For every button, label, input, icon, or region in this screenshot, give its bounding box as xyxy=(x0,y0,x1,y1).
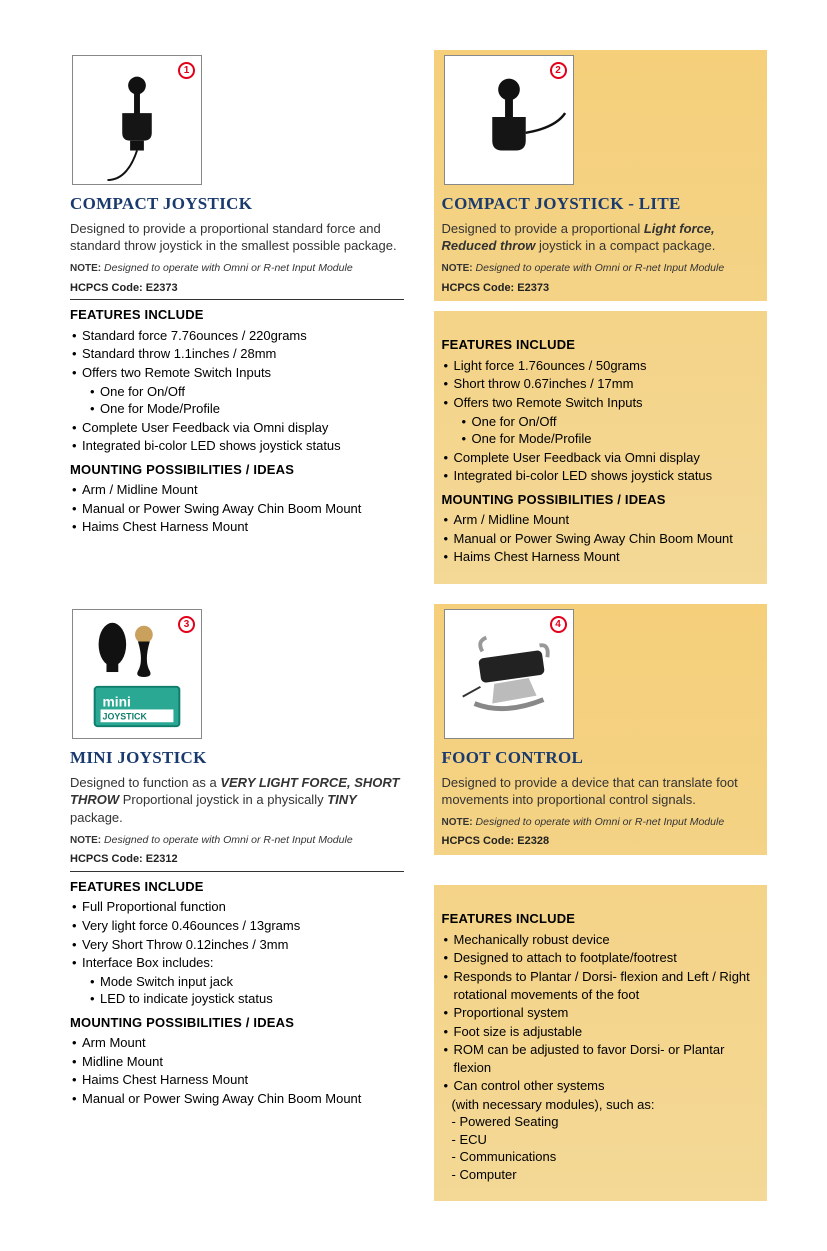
feature-item: ROM can be adjusted to favor Dorsi- or P… xyxy=(444,1041,758,1076)
mounting-heading: MOUNTING POSSIBILITIES / IDEAS xyxy=(70,1014,404,1032)
product-title: FOOT CONTROL xyxy=(442,747,758,770)
annotation-badge: 2 xyxy=(550,62,567,79)
feature-item: Can control other systems xyxy=(444,1077,758,1095)
hcpcs-code: HCPCS Code: E2373 xyxy=(70,281,404,296)
product-card-compact-joystick-lite: 2 COMPACT JOYSTICK - LITE Designed to pr… xyxy=(434,50,768,584)
features-list: Standard force 7.76ounces / 220grams Sta… xyxy=(70,327,404,455)
mount-item: Midline Mount xyxy=(72,1053,404,1071)
mounting-list: Arm / Midline Mount Manual or Power Swin… xyxy=(442,511,758,566)
hcpcs-code: HCPCS Code: E2328 xyxy=(442,834,758,849)
mount-item: Haims Chest Harness Mount xyxy=(72,1071,404,1089)
annotation-badge: 3 xyxy=(178,616,195,633)
product-title: COMPACT JOYSTICK xyxy=(70,193,404,216)
product-note: NOTE: Designed to operate with Omni or R… xyxy=(70,833,404,848)
svg-text:mini: mini xyxy=(103,694,131,709)
mount-item: Arm Mount xyxy=(72,1034,404,1052)
mounting-heading: MOUNTING POSSIBILITIES / IDEAS xyxy=(70,461,404,479)
feature-item: Integrated bi-color LED shows joystick s… xyxy=(72,437,404,455)
section-gap xyxy=(434,855,768,885)
feature-subitem: Mode Switch input jack xyxy=(90,973,404,991)
product-title: COMPACT JOYSTICK - LITE xyxy=(442,193,758,216)
feature-item: Light force 1.76ounces / 50grams xyxy=(444,357,758,375)
mount-item: Haims Chest Harness Mount xyxy=(72,518,404,536)
feature-item: Short throw 0.67inches / 17mm xyxy=(444,375,758,393)
feature-subitem: One for Mode/Profile xyxy=(90,400,404,418)
feature-subitem: One for Mode/Profile xyxy=(462,430,758,448)
feature-item: Mechanically robust device xyxy=(444,931,758,949)
divider xyxy=(70,871,404,872)
feature-subitem: LED to indicate joystick status xyxy=(90,990,404,1008)
feature-dashitem: ECU xyxy=(452,1131,758,1149)
feature-item: Proportional system xyxy=(444,1004,758,1022)
features-list: Light force 1.76ounces / 50grams Short t… xyxy=(442,357,758,485)
product-description: Designed to provide a proportional stand… xyxy=(70,220,404,255)
mount-item: Arm / Midline Mount xyxy=(72,481,404,499)
features-list: Full Proportional function Very light fo… xyxy=(70,898,404,1007)
feature-subitem: One for On/Off xyxy=(90,383,404,401)
product-title: MINI JOYSTICK xyxy=(70,747,404,770)
mount-item: Manual or Power Swing Away Chin Boom Mou… xyxy=(72,1090,404,1108)
feature-item: Complete User Feedback via Omni display xyxy=(72,419,404,437)
feature-item: Integrated bi-color LED shows joystick s… xyxy=(444,467,758,485)
feature-dashitem: Computer xyxy=(452,1166,758,1184)
feature-item: Responds to Plantar / Dorsi- flexion and… xyxy=(444,968,758,1003)
section-gap xyxy=(434,301,768,311)
mount-item: Manual or Power Swing Away Chin Boom Mou… xyxy=(72,500,404,518)
product-card-foot-control: 4 FOOT CONTROL Designed to provide a dev… xyxy=(434,604,768,1201)
feature-item: Standard force 7.76ounces / 220grams xyxy=(72,327,404,345)
product-note: NOTE: Designed to operate with Omni or R… xyxy=(442,261,758,276)
feature-item: Very light force 0.46ounces / 13grams xyxy=(72,917,404,935)
hcpcs-code: HCPCS Code: E2373 xyxy=(442,281,758,296)
mount-item: Haims Chest Harness Mount xyxy=(444,548,758,566)
features-heading: FEATURES INCLUDE xyxy=(442,336,758,354)
product-grid: 1 COMPACT JOYSTICK Designed to provide a… xyxy=(70,50,767,1201)
features-sublist: One for On/Off One for Mode/Profile xyxy=(444,413,758,448)
feature-item: Foot size is adjustable xyxy=(444,1023,758,1041)
product-card-compact-joystick: 1 COMPACT JOYSTICK Designed to provide a… xyxy=(70,50,404,584)
annotation-badge: 1 xyxy=(178,62,195,79)
features-heading: FEATURES INCLUDE xyxy=(70,878,404,896)
product-description: Designed to provide a device that can tr… xyxy=(442,774,758,809)
product-note: NOTE: Designed to operate with Omni or R… xyxy=(70,261,404,276)
features-list: Mechanically robust device Designed to a… xyxy=(442,931,758,1095)
product-image-box: 1 xyxy=(72,55,202,185)
feature-item: Standard throw 1.1inches / 28mm xyxy=(72,345,404,363)
feature-item: Designed to attach to footplate/footrest xyxy=(444,949,758,967)
product-image-box: 4 xyxy=(444,609,574,739)
product-description: Designed to function as a VERY LIGHT FOR… xyxy=(70,774,404,827)
feature-subitem: One for On/Off xyxy=(462,413,758,431)
feature-item: Complete User Feedback via Omni display xyxy=(444,449,758,467)
features-dashlist: Powered Seating ECU Communications Compu… xyxy=(442,1113,758,1183)
mount-item: Arm / Midline Mount xyxy=(444,511,758,529)
annotation-badge: 4 xyxy=(550,616,567,633)
mounting-heading: MOUNTING POSSIBILITIES / IDEAS xyxy=(442,491,758,509)
feature-dashitem: Powered Seating xyxy=(452,1113,758,1131)
feature-paren: (with necessary modules), such as: xyxy=(442,1096,758,1114)
features-heading: FEATURES INCLUDE xyxy=(70,306,404,324)
product-note: NOTE: Designed to operate with Omni or R… xyxy=(442,815,758,830)
product-card-mini-joystick: 3 mini JOYSTICK MINI JOYSTICK Designed t… xyxy=(70,604,404,1201)
svg-text:JOYSTICK: JOYSTICK xyxy=(103,711,148,721)
product-image-box: 3 mini JOYSTICK xyxy=(72,609,202,739)
feature-dashitem: Communications xyxy=(452,1148,758,1166)
mounting-list: Arm Mount Midline Mount Haims Chest Harn… xyxy=(70,1034,404,1107)
product-image-box: 2 xyxy=(444,55,574,185)
mounting-list: Arm / Midline Mount Manual or Power Swin… xyxy=(70,481,404,536)
features-heading: FEATURES INCLUDE xyxy=(442,910,758,928)
feature-item: Very Short Throw 0.12inches / 3mm xyxy=(72,936,404,954)
feature-item: Offers two Remote Switch Inputs xyxy=(72,364,404,382)
feature-item: Interface Box includes: xyxy=(72,954,404,972)
mount-item: Manual or Power Swing Away Chin Boom Mou… xyxy=(444,530,758,548)
product-description: Designed to provide a proportional Light… xyxy=(442,220,758,255)
divider xyxy=(70,299,404,300)
feature-item: Offers two Remote Switch Inputs xyxy=(444,394,758,412)
feature-item: Full Proportional function xyxy=(72,898,404,916)
hcpcs-code: HCPCS Code: E2312 xyxy=(70,852,404,867)
features-sublist: One for On/Off One for Mode/Profile xyxy=(72,383,404,418)
features-sublist: Mode Switch input jack LED to indicate j… xyxy=(72,973,404,1008)
